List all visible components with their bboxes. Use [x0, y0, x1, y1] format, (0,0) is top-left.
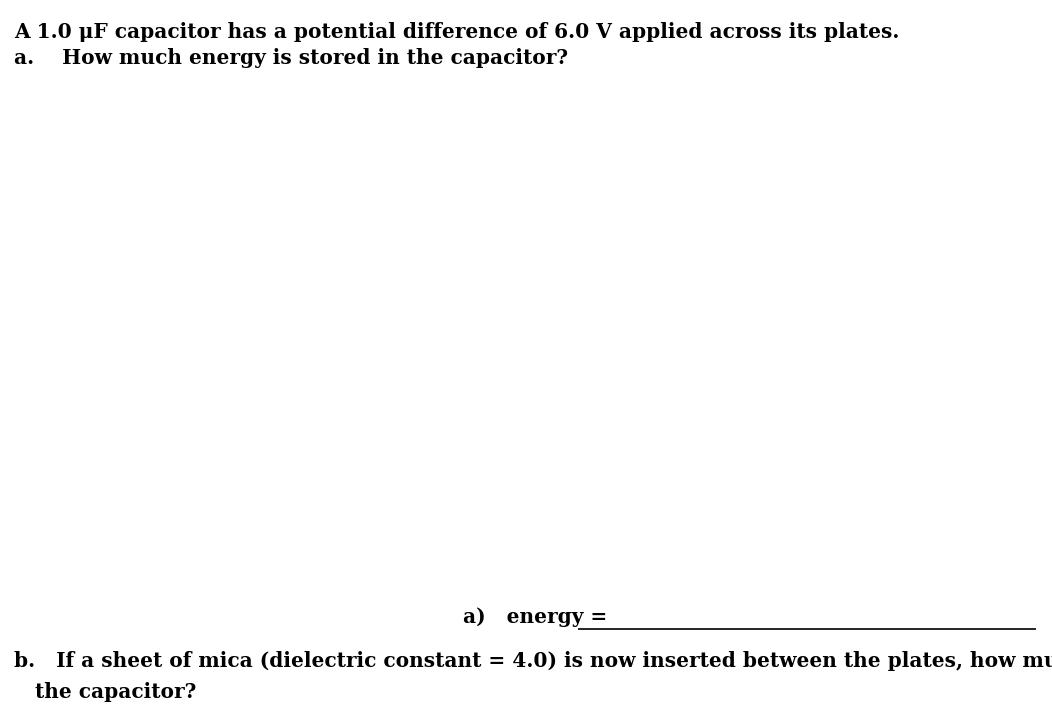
Text: a.    How much energy is stored in the capacitor?: a. How much energy is stored in the capa…: [14, 48, 568, 68]
Text: A 1.0 μF capacitor has a potential difference of 6.0 V applied across its plates: A 1.0 μF capacitor has a potential diffe…: [14, 22, 899, 42]
Text: the capacitor?: the capacitor?: [14, 682, 197, 702]
Text: a)   energy =: a) energy =: [463, 607, 614, 627]
Text: b.   If a sheet of mica (dielectric constant = 4.0) is now inserted between the : b. If a sheet of mica (dielectric consta…: [14, 651, 1052, 671]
